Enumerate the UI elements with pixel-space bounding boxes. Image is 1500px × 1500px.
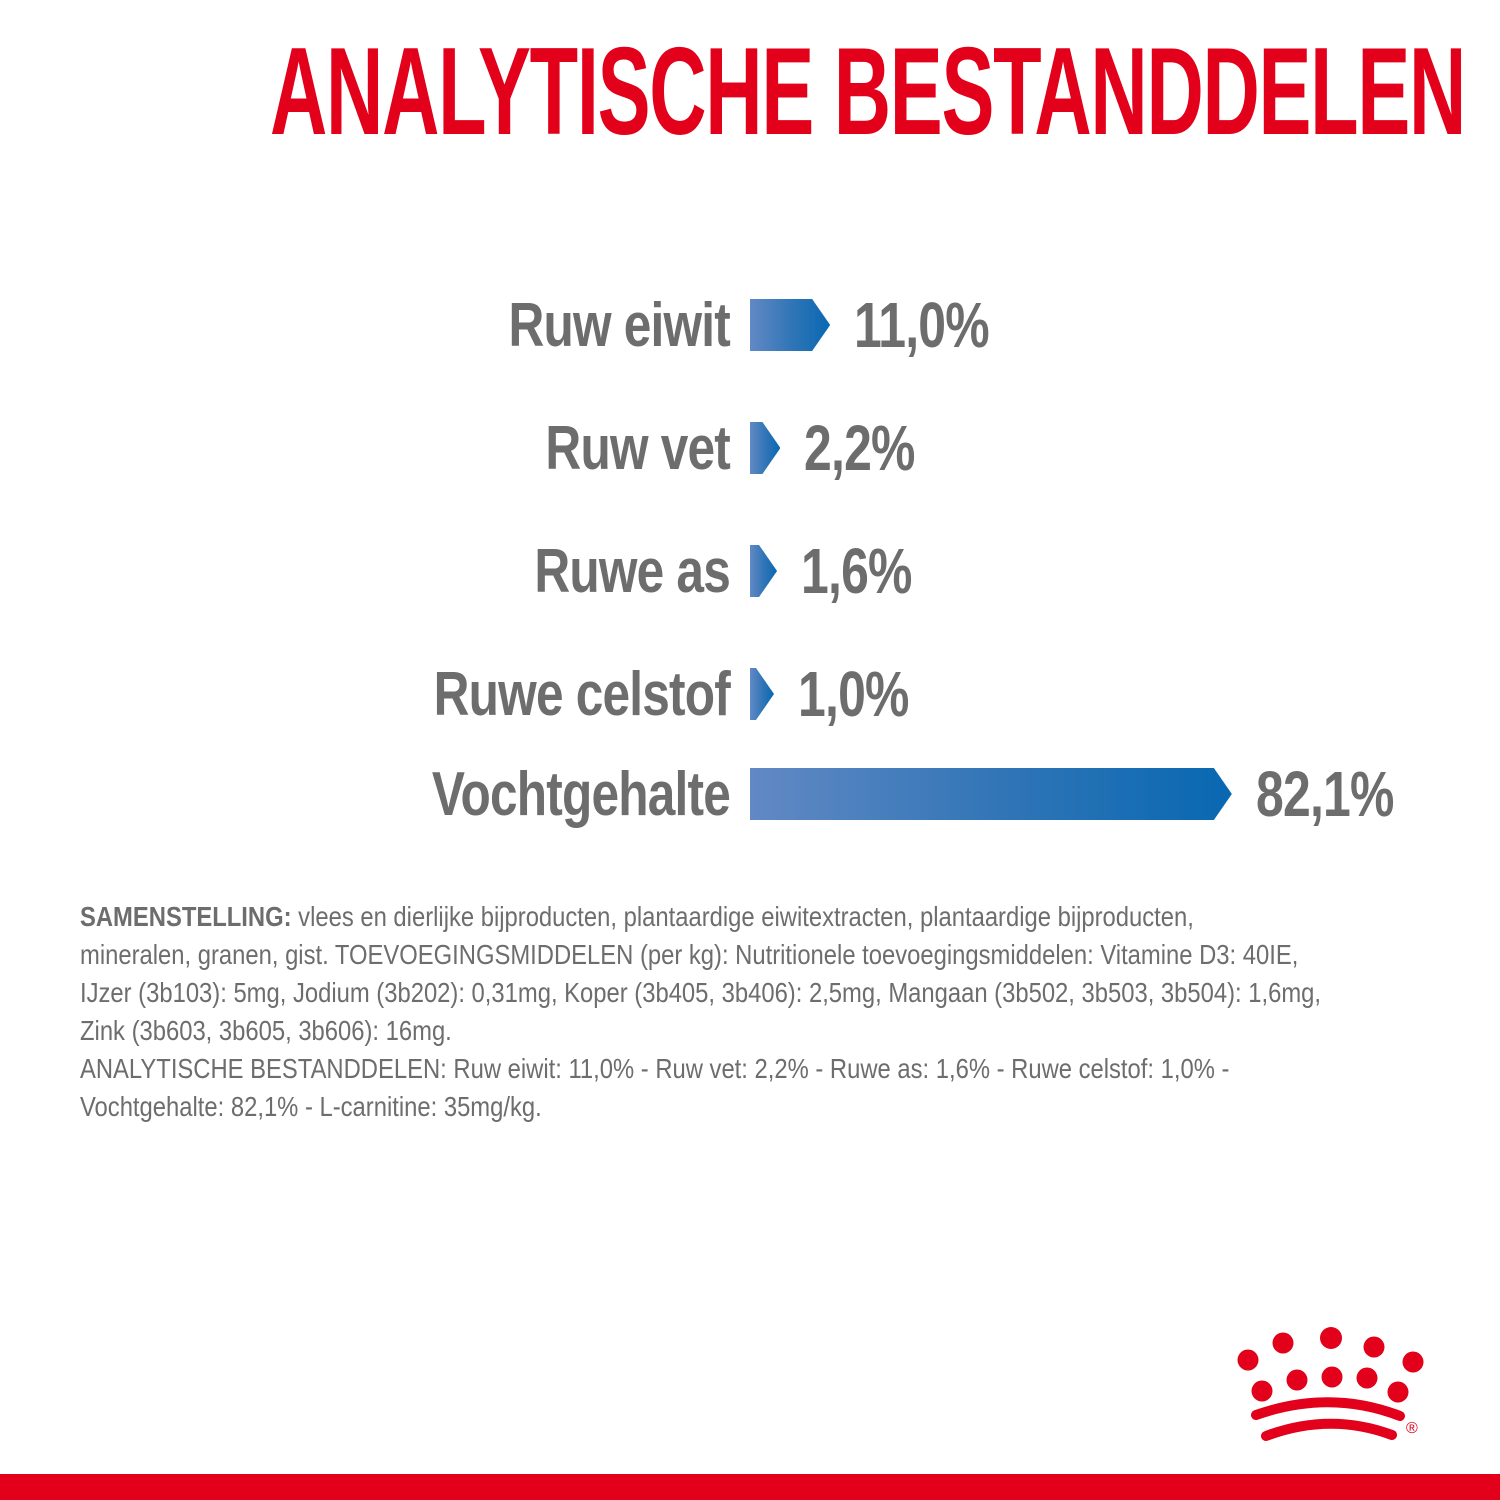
royal-canin-crown-logo: ® — [1237, 1327, 1424, 1441]
footer-red-bar — [0, 1474, 1500, 1500]
ingredients-heading: SAMENSTELLING: — [80, 901, 292, 932]
ingredients-line: SAMENSTELLING: vlees en dierlijke bijpro… — [80, 898, 1321, 936]
ingredients-heading-rest: vlees en dierlijke bijproducten, plantaa… — [291, 901, 1194, 932]
nutrient-value: 82,1% — [1255, 758, 1394, 830]
nutrient-value: 11,0% — [854, 289, 990, 361]
page-title: ANALYTISCHE BESTANDDELEN — [270, 23, 1466, 161]
registered-trademark-symbol: ® — [1406, 1420, 1418, 1437]
crown-band-lower — [1261, 1418, 1397, 1441]
ingredients-line: IJzer (3b103): 5mg, Jodium (3b202): 0,31… — [80, 977, 1322, 1008]
nutrient-row-ruw-vet: Ruw vet 2,2% — [0, 412, 946, 484]
nutrient-label: Ruw vet — [545, 413, 730, 483]
ingredients-line: Vochtgehalte: 82,1% - L-carnitine: 35mg/… — [80, 1091, 542, 1122]
ingredients-line: Zink (3b603, 3b605, 3b606): 16mg. — [80, 1015, 452, 1046]
nutrient-label: Vochtgehalte — [431, 759, 731, 829]
nutrient-bar — [750, 299, 830, 351]
nutrient-value: 1,6% — [801, 535, 912, 607]
nutrient-bar — [750, 422, 780, 474]
ingredients-paragraph: SAMENSTELLING: vlees en dierlijke bijpro… — [80, 898, 1321, 1126]
nutrient-row-ruwe-celstof: Ruwe celstof 1,0% — [0, 658, 940, 730]
nutrient-bar — [750, 768, 1232, 820]
nutrient-value: 2,2% — [804, 412, 916, 484]
nutrient-row-vochtgehalte: Vochtgehalte 82,1% — [0, 758, 1432, 830]
nutrient-bar — [750, 668, 774, 720]
ingredients-line: ANALYTISCHE BESTANDDELEN: Ruw eiwit: 11,… — [80, 1053, 1230, 1084]
nutrient-label: Ruwe as — [534, 536, 730, 606]
nutrient-label: Ruwe celstof — [433, 659, 731, 729]
ingredients-line: mineralen, granen, gist. TOEVOEGINGSMIDD… — [80, 939, 1299, 970]
nutrient-bar — [750, 545, 777, 597]
nutrient-label: Ruw eiwit — [508, 290, 730, 360]
nutrient-value: 1,0% — [798, 658, 909, 730]
crown-band-upper — [1251, 1397, 1405, 1421]
nutrient-row-ruwe-as: Ruwe as 1,6% — [0, 535, 943, 607]
nutrient-row-ruw-eiwit: Ruw eiwit 11,0% — [0, 289, 1027, 361]
